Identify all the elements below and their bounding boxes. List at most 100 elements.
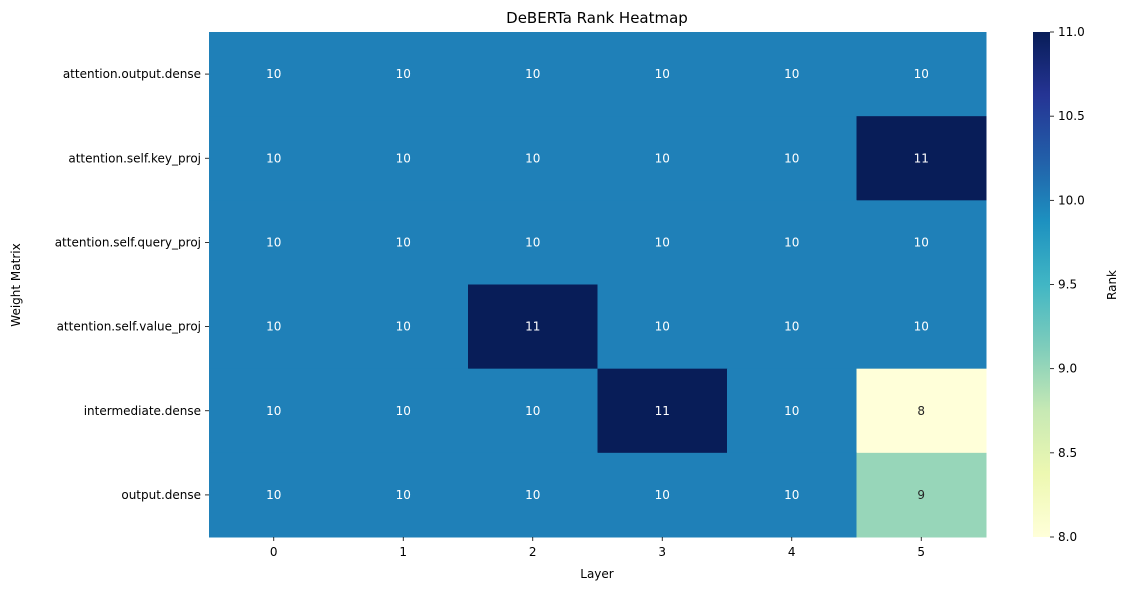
cell-value-label: 10 xyxy=(525,488,540,502)
heatmap-cell xyxy=(856,452,987,538)
cell-value-label: 10 xyxy=(525,67,540,81)
heatmap-cell xyxy=(338,452,469,538)
heatmap-cell xyxy=(209,32,339,117)
heatmap-cell xyxy=(727,116,857,201)
y-axis-ticks: attention.output.dense attention.self.key… xyxy=(55,67,209,502)
colorbar-tick-label: 10.0 xyxy=(1058,193,1085,207)
cell-value-label: 10 xyxy=(784,67,799,81)
cell-value-label: 8 xyxy=(917,404,925,418)
cell-value-label: 10 xyxy=(525,404,540,418)
heatmap-cell xyxy=(338,284,469,370)
heatmap-cell xyxy=(727,284,857,370)
heatmap-cell xyxy=(468,116,598,201)
heatmap-cell xyxy=(856,200,987,285)
colorbar-tick-label: 8.0 xyxy=(1058,530,1077,544)
colorbar-tick-label: 9.5 xyxy=(1058,278,1077,292)
colorbar-tick-label: 10.5 xyxy=(1058,109,1085,123)
heatmap-cell xyxy=(727,452,857,538)
heatmap-cell xyxy=(338,368,469,454)
cell-value-label: 11 xyxy=(914,151,929,165)
cell-value-label: 10 xyxy=(655,67,670,81)
colorbar-tick-label: 8.5 xyxy=(1058,446,1077,460)
cell-value-label: 11 xyxy=(525,320,540,334)
heatmap-cell xyxy=(856,368,987,454)
heatmap-cell xyxy=(468,200,598,285)
heatmap-cell xyxy=(338,32,469,117)
cell-value-label: 10 xyxy=(396,488,411,502)
cell-value-label: 10 xyxy=(655,320,670,334)
y-axis-label: Weight Matrix xyxy=(9,243,23,326)
cell-value-label: 10 xyxy=(784,320,799,334)
heatmap-cell xyxy=(468,368,598,454)
x-tick-label: 2 xyxy=(529,545,537,559)
y-tick-label: attention.self.key_proj xyxy=(68,151,201,165)
heatmap-cells xyxy=(209,32,987,538)
heatmap-cell xyxy=(597,284,728,370)
y-tick-label: output.dense xyxy=(121,488,201,502)
heatmap-cell xyxy=(209,200,339,285)
x-tick-label: 1 xyxy=(399,545,407,559)
cell-value-label: 10 xyxy=(266,404,281,418)
cell-value-label: 10 xyxy=(266,235,281,249)
cell-value-label: 10 xyxy=(784,488,799,502)
x-axis-label: Layer xyxy=(580,567,614,581)
heatmap-cell xyxy=(597,116,728,201)
x-tick-label: 4 xyxy=(788,545,796,559)
heatmap-cell xyxy=(209,368,339,454)
heatmap-cell xyxy=(209,284,339,370)
cell-value-label: 10 xyxy=(525,151,540,165)
heatmap-cell xyxy=(856,32,987,117)
cell-value-label: 10 xyxy=(525,235,540,249)
heatmap-cell xyxy=(597,32,728,117)
cell-value-label: 10 xyxy=(914,235,929,249)
heatmap-cell xyxy=(597,200,728,285)
cell-value-label: 10 xyxy=(266,488,281,502)
cell-value-label: 10 xyxy=(396,320,411,334)
x-axis-ticks: 0 1 2 3 4 5 xyxy=(270,537,925,559)
heatmap-cell-labels: 10 10 10 10 10 10 10 10 10 10 10 11 10 10 10 10 10 10 10 10… xyxy=(266,67,929,502)
cell-value-label: 10 xyxy=(266,67,281,81)
cell-value-label: 10 xyxy=(655,151,670,165)
y-tick-label: attention.output.dense xyxy=(63,67,201,81)
cell-value-label: 10 xyxy=(784,235,799,249)
heatmap-cell xyxy=(597,368,728,454)
cell-value-label: 9 xyxy=(917,488,925,502)
cell-value-label: 10 xyxy=(914,67,929,81)
heatmap-cell xyxy=(338,200,469,285)
heatmap-cell xyxy=(597,452,728,538)
cell-value-label: 10 xyxy=(396,67,411,81)
colorbar-ticks: 8.0 8.5 9.0 9.5 10.0 10.5 11.0 xyxy=(1050,25,1085,544)
heatmap-cell xyxy=(468,452,598,538)
chart-title: DeBERTa Rank Heatmap xyxy=(506,9,688,27)
colorbar-tick-label: 9.0 xyxy=(1058,362,1077,376)
cell-value-label: 10 xyxy=(655,235,670,249)
y-tick-label: attention.self.query_proj xyxy=(55,235,201,249)
cell-value-label: 10 xyxy=(914,320,929,334)
cell-value-label: 10 xyxy=(784,151,799,165)
x-tick-label: 3 xyxy=(658,545,666,559)
heatmap-cell xyxy=(338,116,469,201)
cell-value-label: 10 xyxy=(784,404,799,418)
heatmap-cell xyxy=(856,284,987,370)
heatmap-cell xyxy=(727,32,857,117)
cell-value-label: 10 xyxy=(396,404,411,418)
heatmap-cell xyxy=(856,116,987,201)
colorbar-label: Rank xyxy=(1105,270,1119,300)
heatmap-cell xyxy=(209,452,339,538)
heatmap-cell xyxy=(209,116,339,201)
cell-value-label: 10 xyxy=(396,235,411,249)
x-tick-label: 5 xyxy=(917,545,925,559)
y-tick-label: intermediate.dense xyxy=(84,404,201,418)
x-tick-label: 0 xyxy=(270,545,278,559)
cell-value-label: 10 xyxy=(655,488,670,502)
colorbar-tick-label: 11.0 xyxy=(1058,25,1085,39)
cell-value-label: 10 xyxy=(266,151,281,165)
cell-value-label: 11 xyxy=(655,404,670,418)
cell-value-label: 10 xyxy=(396,151,411,165)
heatmap-cell xyxy=(727,200,857,285)
heatmap-cell xyxy=(468,32,598,117)
heatmap-cell xyxy=(468,284,598,370)
y-tick-label: attention.self.value_proj xyxy=(57,320,201,334)
heatmap-cell xyxy=(727,368,857,454)
